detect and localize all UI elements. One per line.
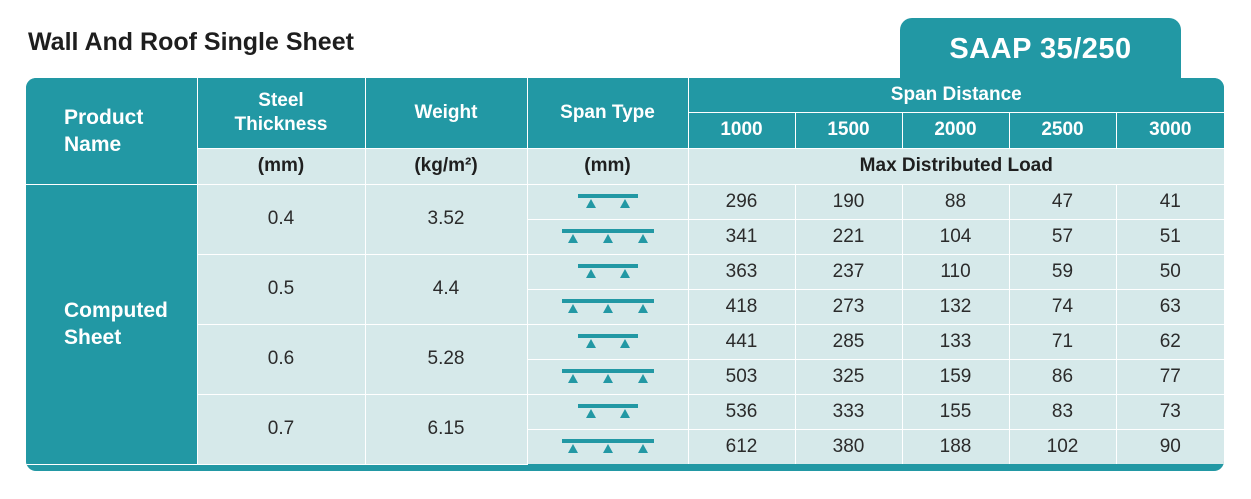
load-value-cell: 77 [1115,358,1224,395]
table-row: 503 325 159 86 77 [26,358,1224,395]
load-value-cell: 41 [1115,183,1224,220]
load-value-cell: 86 [1008,358,1117,395]
load-value-cell: 325 [794,358,903,395]
table-row: 0.6 5.28 441 285 133 71 62 [26,323,1224,395]
thickness-cell: 0.6 [197,323,366,395]
header-span-type: Span Type [526,78,689,149]
product-model-tab: SAAP 35/250 [900,18,1181,84]
header-span-1500: 1500 [794,111,903,149]
load-value-cell: 102 [1008,428,1117,464]
load-value-cell: 83 [1008,393,1117,430]
single-span-icon [526,253,689,290]
thickness-cell: 0.7 [197,393,366,465]
weight-cell: 6.15 [364,393,528,465]
load-value-cell: 132 [901,288,1010,325]
load-value-cell: 104 [901,218,1010,255]
load-value-cell: 50 [1115,253,1224,290]
thickness-cell: 0.4 [196,183,366,255]
load-table: Product Name Steel Thickness Weight Span… [26,78,1224,471]
table-row: 341 221 104 57 51 [26,218,1224,255]
double-span-icon [527,288,689,325]
header-span-3000: 3000 [1115,111,1224,149]
load-value-cell: 90 [1115,428,1224,464]
load-value-cell: 71 [1008,323,1117,360]
load-value-cell: 133 [901,323,1010,360]
load-value-cell: 363 [687,253,796,290]
unit-thickness: (mm) [197,147,366,185]
double-span-icon [527,218,689,255]
header-span-2500: 2500 [1008,111,1117,149]
load-value-cell: 159 [901,358,1010,395]
load-value-cell: 273 [794,288,903,325]
load-value-cell: 418 [687,288,796,325]
unit-max-distributed-load: Max Distributed Load [687,147,1224,185]
double-span-icon [527,358,689,395]
load-value-cell: 285 [794,323,903,360]
load-value-cell: 74 [1008,288,1117,325]
table-row: 0.7 6.15 536 333 155 83 73 [26,393,1224,465]
load-value-cell: 88 [901,183,1010,220]
load-value-cell: 221 [794,218,903,255]
header-product-name: Product Name [26,78,198,185]
single-span-icon [526,323,689,360]
double-span-icon [527,428,689,464]
load-value-cell: 380 [794,428,903,464]
header-span-1000: 1000 [688,111,796,149]
load-value-cell: 296 [687,183,796,220]
load-value-cell: 188 [901,428,1010,464]
load-value-cell: 333 [794,393,903,430]
header-span-distance: Span Distance [687,78,1224,113]
load-value-cell: 155 [901,393,1010,430]
page-title: Wall And Roof Single Sheet [28,28,354,56]
single-span-icon [526,183,689,220]
load-value-cell: 190 [794,183,903,220]
table-row: Computed Sheet 0.4 3.52 296 190 88 47 41 [26,183,1224,465]
load-value-cell: 59 [1008,253,1117,290]
unit-weight: (kg/m²) [364,147,528,185]
header-steel-thickness: Steel Thickness [196,78,366,149]
load-value-cell: 63 [1115,288,1224,325]
product-name-cell: Computed Sheet [26,183,198,465]
load-value-cell: 110 [901,253,1010,290]
load-value-cell: 62 [1115,323,1224,360]
weight-cell: 4.4 [364,253,528,325]
load-value-cell: 57 [1008,218,1117,255]
load-value-cell: 237 [794,253,903,290]
table-row: 0.5 4.4 363 237 110 59 50 [26,253,1224,325]
weight-cell: 5.28 [364,323,528,395]
header-weight: Weight [364,78,528,149]
unit-span-type: (mm) [526,147,689,185]
single-span-icon [526,393,689,430]
header-span-2000: 2000 [901,111,1010,149]
load-value-cell: 536 [687,393,796,430]
load-value-cell: 612 [687,428,796,464]
weight-cell: 3.52 [364,183,528,255]
load-value-cell: 441 [687,323,796,360]
table-row: 612 380 188 102 90 [26,428,1224,464]
load-value-cell: 51 [1115,218,1224,255]
table-row: 418 273 132 74 63 [26,288,1224,325]
load-value-cell: 341 [687,218,796,255]
thickness-cell: 0.5 [197,253,366,325]
load-value-cell: 503 [687,358,796,395]
load-value-cell: 73 [1115,393,1224,430]
load-value-cell: 47 [1008,183,1117,220]
